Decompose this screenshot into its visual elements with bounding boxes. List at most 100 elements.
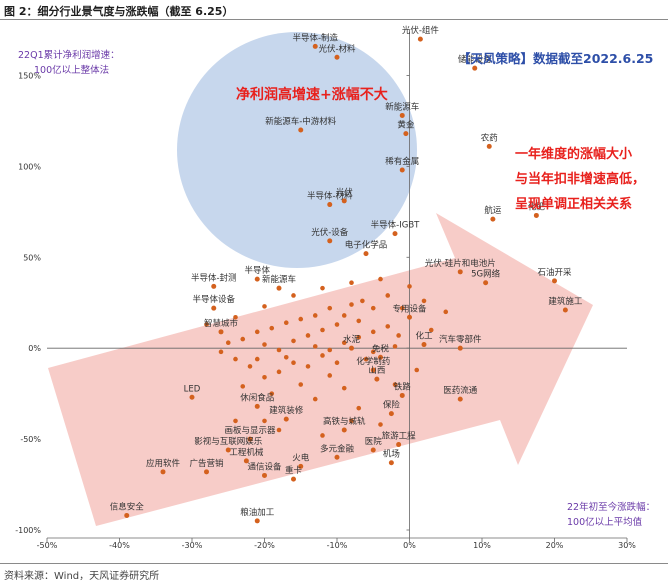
data-point bbox=[388, 460, 394, 466]
arrow-annotation-line1: 一年维度的涨幅大小 bbox=[515, 146, 632, 162]
y-tick-label: -100% bbox=[15, 526, 41, 535]
data-point bbox=[276, 427, 282, 433]
data-point bbox=[552, 278, 557, 284]
data-point bbox=[396, 333, 401, 338]
data-point bbox=[283, 416, 289, 422]
data-point bbox=[283, 354, 289, 360]
data-point bbox=[327, 202, 333, 208]
data-point bbox=[269, 391, 275, 396]
data-point-label: 广告营销 bbox=[189, 458, 224, 469]
data-point bbox=[407, 314, 412, 320]
data-point-label: 储能设备 bbox=[458, 54, 493, 65]
background-layer bbox=[48, 32, 593, 526]
data-point bbox=[320, 433, 325, 438]
data-point bbox=[160, 469, 166, 475]
data-point bbox=[254, 518, 260, 524]
data-point bbox=[407, 284, 412, 289]
data-point bbox=[327, 305, 333, 311]
data-point bbox=[399, 112, 405, 118]
data-point bbox=[341, 198, 347, 204]
data-point bbox=[298, 316, 304, 322]
data-point bbox=[189, 394, 195, 400]
data-point-label: 工程机械 bbox=[229, 447, 264, 458]
x-tick-label: -20% bbox=[254, 541, 275, 550]
data-point bbox=[385, 324, 391, 329]
data-point bbox=[312, 396, 318, 402]
data-point bbox=[291, 476, 296, 482]
figure-title: 图 2：细分行业景气度与涨跌幅（截至 6.25） bbox=[4, 5, 234, 18]
data-point bbox=[370, 329, 376, 335]
data-point bbox=[225, 447, 231, 453]
data-point bbox=[363, 251, 369, 257]
data-point bbox=[298, 127, 304, 133]
data-point bbox=[254, 276, 260, 282]
title-divider bbox=[0, 19, 668, 20]
data-point bbox=[388, 411, 394, 417]
data-point bbox=[276, 369, 282, 375]
data-point bbox=[291, 338, 296, 344]
data-point-label: 专用设备 bbox=[392, 303, 427, 314]
data-point-label: 画板与显示器 bbox=[224, 425, 276, 436]
data-point-label: 通信设备 bbox=[247, 461, 282, 472]
data-point-label: 水泥 bbox=[343, 334, 361, 345]
data-point bbox=[356, 318, 362, 324]
data-point bbox=[334, 360, 340, 366]
data-point-label: 新能源车 bbox=[385, 101, 419, 112]
data-point-label: 光伏 bbox=[336, 187, 354, 198]
data-point bbox=[421, 298, 427, 304]
data-point-label: 高铁与城轨 bbox=[323, 416, 366, 427]
data-point bbox=[486, 143, 492, 149]
data-point-label: 建筑装修 bbox=[269, 405, 304, 416]
data-point bbox=[562, 307, 568, 313]
arrow-annotation-line2: 与当年扣非增速高低， bbox=[515, 171, 645, 187]
data-point bbox=[262, 374, 267, 380]
data-point bbox=[370, 447, 376, 453]
data-point-label: 粮油加工 bbox=[240, 507, 275, 518]
data-point bbox=[204, 322, 209, 327]
data-point bbox=[283, 320, 289, 326]
data-point-label: 光伏-组件 bbox=[402, 25, 440, 36]
y-tick-label: 0% bbox=[28, 344, 41, 353]
data-point-label: 航运 bbox=[484, 205, 502, 216]
data-point-label: 化肥 bbox=[528, 201, 546, 212]
data-point bbox=[399, 305, 405, 311]
x-tick-label: 20% bbox=[546, 541, 564, 550]
data-point bbox=[298, 463, 304, 469]
data-point bbox=[533, 212, 539, 218]
data-point-label: LED bbox=[184, 384, 201, 394]
data-point-label: 化学制药 bbox=[356, 356, 390, 367]
data-point bbox=[262, 342, 267, 347]
data-point bbox=[225, 340, 231, 346]
data-point bbox=[457, 396, 463, 402]
data-point-label: 铁路 bbox=[394, 381, 412, 392]
source-note: 资料来源：Wind，天风证券研究所 bbox=[4, 571, 160, 582]
data-point-label: 光伏-硅片和电池片 bbox=[425, 258, 496, 269]
y-axis-note-line1: 22Q1累计净利润增速： bbox=[18, 49, 120, 61]
data-point bbox=[403, 131, 409, 137]
data-point bbox=[334, 454, 340, 460]
circle-annotation: 净利润高增速+涨幅不大 bbox=[236, 86, 388, 103]
scatter-chart: -50% -40% -30% -20% -10% 0% 10% 20% 30% 150% 100% 5… bbox=[15, 25, 655, 550]
data-point bbox=[417, 36, 423, 42]
data-point-label: 应用软件 bbox=[146, 458, 181, 469]
data-point bbox=[233, 356, 238, 362]
data-point bbox=[457, 345, 463, 351]
data-point bbox=[341, 313, 347, 318]
data-point bbox=[341, 385, 347, 391]
data-point bbox=[349, 280, 354, 286]
data-point-label: 半导体-材料 bbox=[307, 191, 353, 202]
data-point-label: 新能源车 bbox=[262, 274, 296, 285]
data-point bbox=[254, 356, 260, 362]
data-point bbox=[378, 422, 383, 427]
data-point-label: 机场 bbox=[383, 449, 400, 460]
data-point bbox=[276, 347, 282, 353]
trend-arrow bbox=[48, 213, 593, 526]
x-tick-label: -30% bbox=[182, 541, 203, 550]
source-divider bbox=[0, 563, 668, 564]
data-point bbox=[349, 418, 354, 424]
data-point-label: 稀有金属 bbox=[385, 156, 419, 167]
data-point bbox=[291, 293, 296, 298]
axes-layer: -50% -40% -30% -20% -10% 0% 10% 20% 30% 150% 100% 5… bbox=[15, 30, 636, 550]
arrow-annotation-line3: 呈现单调正相关关系 bbox=[515, 196, 632, 212]
data-point-label: 医药流通 bbox=[443, 385, 478, 396]
